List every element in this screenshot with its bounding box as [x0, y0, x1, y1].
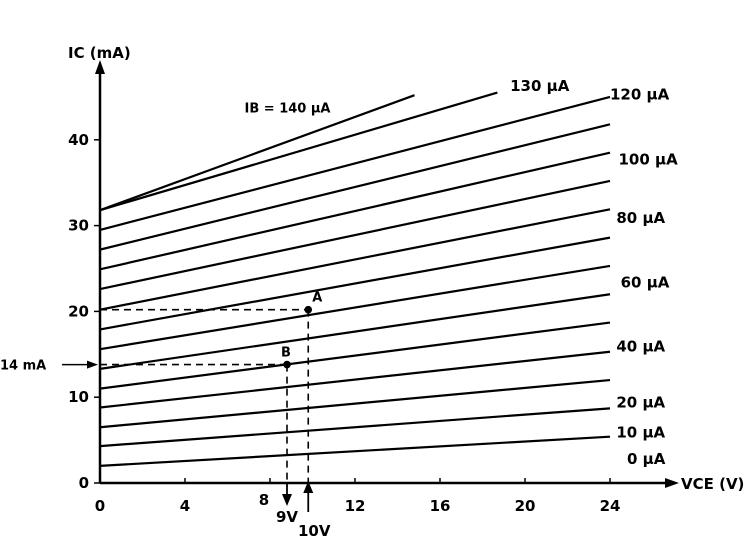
- curve-label-1: 10 µA: [616, 424, 665, 442]
- curve-label-7: 120 µA: [610, 85, 670, 103]
- y-axis-title: IC (mA): [68, 44, 131, 62]
- curve-line-4: [99, 321, 611, 390]
- curve-line-6: [99, 264, 611, 351]
- curves-group: [99, 91, 611, 467]
- x-axis-title: VCE (V): [681, 475, 744, 493]
- curve-line-1: [99, 407, 611, 448]
- y-marker-arrow-icon: [87, 360, 98, 369]
- curve-line-12: [99, 95, 611, 231]
- y-tick-label-0: 0: [79, 474, 89, 492]
- x-tick-label-12: 12: [345, 497, 366, 515]
- point-a-label: A: [312, 291, 322, 306]
- x-tick-label-8: 8: [259, 491, 269, 509]
- x-marker-9v-arrow-icon: [282, 494, 292, 506]
- point-b: [283, 360, 291, 369]
- guides-group: [62, 305, 314, 512]
- curve-label-9: IB = 140 µA: [245, 101, 331, 116]
- x-tick-label-20: 20: [515, 497, 536, 515]
- x-tick-label-0: 0: [95, 497, 105, 515]
- curve-label-0: 0 µA: [627, 450, 666, 468]
- curve-label-3: 40 µA: [616, 338, 665, 356]
- curve-label-5: 80 µA: [616, 209, 665, 227]
- curve-line-11: [99, 123, 611, 251]
- point-a: [304, 305, 313, 314]
- curve-line-8: [99, 208, 611, 311]
- y-tick-label-10: 10: [68, 388, 89, 406]
- x-marker-10v-arrow-icon: [303, 481, 314, 493]
- curve-label-6: 100 µA: [619, 151, 679, 169]
- curve-line-13: [99, 91, 498, 212]
- x-axis-arrow-icon: [665, 478, 679, 488]
- y-axis-arrow-icon: [95, 60, 105, 74]
- curve-line-0: [99, 435, 611, 467]
- y-tick-label-20: 20: [68, 302, 89, 320]
- x-tick-label-24: 24: [600, 497, 621, 515]
- curve-line-5: [99, 293, 611, 370]
- curve-line-10: [99, 151, 611, 271]
- x-tick-label-16: 16: [430, 497, 451, 515]
- y-tick-label-30: 30: [68, 217, 89, 235]
- point-b-label: B: [281, 346, 291, 361]
- curve-line-14: [99, 94, 415, 212]
- curve-label-4: 60 µA: [621, 273, 670, 291]
- y-marker-14ma-label: 14 mA: [0, 359, 46, 374]
- x-marker-10v-label: 10V: [298, 522, 331, 540]
- curve-label-2: 20 µA: [616, 393, 665, 411]
- y-tick-label-40: 40: [68, 131, 89, 149]
- x-marker-9v-label: 9V: [276, 508, 298, 526]
- curve-line-2: [99, 378, 611, 429]
- curve-line-7: [99, 236, 611, 331]
- curve-line-9: [99, 179, 611, 291]
- curve-line-3: [99, 350, 611, 409]
- axes-group: 0 4 8 12 16 20 24 0 10 20 30 40: [68, 60, 679, 515]
- curve-label-8: 130 µA: [510, 77, 570, 95]
- x-tick-label-4: 4: [180, 497, 190, 515]
